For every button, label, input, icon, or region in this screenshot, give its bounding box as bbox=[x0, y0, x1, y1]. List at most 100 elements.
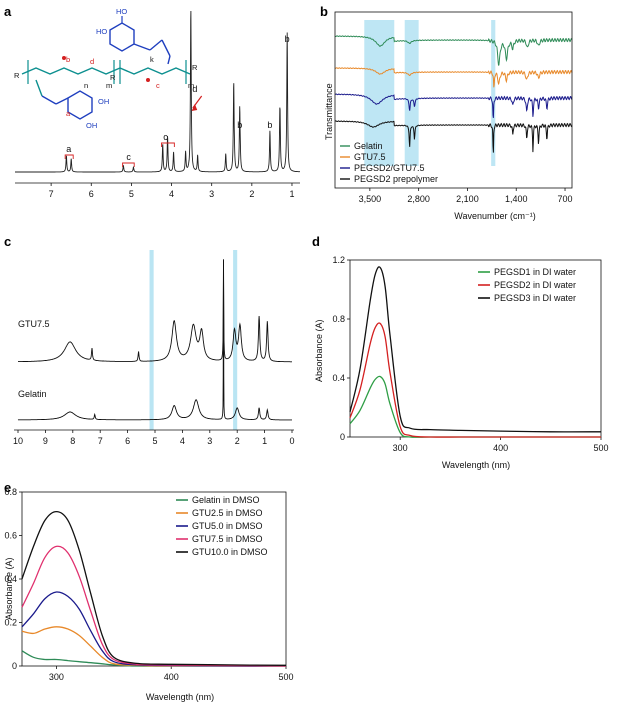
nmr-spectrum-a bbox=[15, 10, 300, 173]
x-tick-label-a: 3 bbox=[209, 189, 214, 199]
x-tick-label-b: 1,400 bbox=[505, 194, 528, 204]
svg-text:OH: OH bbox=[98, 97, 109, 106]
x-tick-label-c: 4 bbox=[180, 436, 185, 446]
x-tick-label-c: 0 bbox=[289, 436, 294, 446]
x-tick-label-a: 4 bbox=[169, 189, 174, 199]
frame bbox=[21, 491, 287, 667]
x-tick-label-a: 1 bbox=[289, 189, 294, 199]
peak-bracket bbox=[64, 154, 74, 159]
peak-bracket bbox=[161, 142, 175, 147]
highlight-band bbox=[233, 250, 238, 430]
y-tick-label: 0.8 bbox=[332, 314, 345, 324]
panel-e-ylabel: Absorbance (A) bbox=[4, 557, 14, 620]
ftir-series-3 bbox=[334, 120, 573, 153]
peak-label: a bbox=[66, 144, 71, 154]
panel-b: b Transmittance Wavenumber (cm⁻¹) 3,500 2… bbox=[320, 4, 573, 221]
peak-label: b bbox=[267, 120, 272, 130]
legend-label: PEGSD3 in DI water bbox=[494, 293, 576, 303]
y-tick-label: 0 bbox=[340, 432, 345, 442]
svg-text:k: k bbox=[150, 55, 154, 64]
panel-b-xlabel: Wavenumber (cm⁻¹) bbox=[454, 211, 535, 221]
peak-label: b bbox=[285, 34, 290, 44]
svg-text:n: n bbox=[84, 81, 88, 90]
panel-e-label: e bbox=[4, 480, 11, 495]
y-tick-label: 0.2 bbox=[4, 618, 17, 628]
x-tick-label: 400 bbox=[493, 443, 508, 453]
panel-e-xlabel: Wavelength (nm) bbox=[146, 692, 214, 702]
peak-arrowhead-d bbox=[191, 104, 198, 111]
legend-label-b: GTU7.5 bbox=[354, 152, 386, 162]
series-line-4 bbox=[21, 510, 287, 666]
series-line-2 bbox=[21, 591, 287, 667]
x-tick-label-a: 7 bbox=[49, 189, 54, 199]
legend-label-b: PEGSD2/GTU7.5 bbox=[354, 163, 425, 173]
legend-label: GTU10.0 in DMSO bbox=[192, 547, 268, 557]
y-tick-label: 0.8 bbox=[4, 487, 17, 497]
legend-label-b: Gelatin bbox=[354, 141, 383, 151]
y-tick-label: 0.4 bbox=[332, 373, 345, 383]
x-tick-label-c: 10 bbox=[13, 436, 23, 446]
svg-text:b: b bbox=[66, 55, 70, 64]
legend-label: GTU2.5 in DMSO bbox=[192, 508, 263, 518]
highlight-band bbox=[149, 250, 154, 430]
svg-text:a: a bbox=[66, 109, 71, 118]
peak-bracket bbox=[122, 162, 135, 167]
legend-label: PEGSD2 in DI water bbox=[494, 280, 576, 290]
svg-text:R: R bbox=[192, 63, 198, 72]
ftir-plot-b: 3,500 2,800 2,100 1,400 700GelatinGTU7.5PEGS… bbox=[334, 11, 573, 204]
panel-c-label: c bbox=[4, 234, 11, 249]
y-tick-label: 0.4 bbox=[4, 574, 17, 584]
ftir-series-0 bbox=[334, 35, 573, 66]
x-tick-label-a: 6 bbox=[89, 189, 94, 199]
panel-e: e Absorbance (A) Wavelength (nm) 0 0.2 0.4… bbox=[4, 480, 294, 702]
x-tick-label-c: 3 bbox=[207, 436, 212, 446]
svg-text:R: R bbox=[110, 73, 116, 82]
x-tick-label: 300 bbox=[393, 443, 408, 453]
trace-label-gtu75: GTU7.5 bbox=[18, 319, 50, 329]
legend-label: GTU5.0 in DMSO bbox=[192, 521, 263, 531]
highlight-band bbox=[491, 20, 496, 166]
series-line-2 bbox=[349, 266, 602, 433]
peak-label: c bbox=[126, 152, 131, 162]
series-line-0 bbox=[349, 375, 601, 438]
chemical-structure: HO HO R R R m m n k b d c OH OH a bbox=[14, 7, 198, 130]
series-line-3 bbox=[21, 545, 287, 667]
nmr-series-c-1 bbox=[17, 259, 292, 421]
svg-text:c: c bbox=[156, 81, 160, 90]
x-tick-label-b: 2,100 bbox=[456, 194, 479, 204]
svg-text:d: d bbox=[90, 57, 94, 66]
ftir-series-1 bbox=[334, 67, 573, 88]
peak-label: b bbox=[237, 120, 242, 130]
x-tick-label: 400 bbox=[164, 672, 179, 682]
uv-plot-e: 0 0.2 0.4 0.6 0.8 300 400 500 Gelatin in DMSO GTU… bbox=[4, 487, 293, 682]
panel-d: d Absorbance (A) Wavelength (nm) 0 0.4 0.8… bbox=[312, 234, 609, 470]
svg-text:OH: OH bbox=[86, 121, 97, 130]
panel-b-ylabel: Transmittance bbox=[324, 83, 334, 140]
panel-d-label: d bbox=[312, 234, 320, 249]
trace-label-gelatin: Gelatin bbox=[18, 389, 47, 399]
panel-c: c GTU7.5 Gelatin 10 9 8 7 6 5 4 3 2 1 0 bbox=[4, 234, 295, 446]
x-tick-label-c: 8 bbox=[70, 436, 75, 446]
svg-text:HO: HO bbox=[96, 27, 107, 36]
ftir-series-2 bbox=[334, 93, 573, 118]
x-tick-label-b: 2,800 bbox=[407, 194, 430, 204]
frame-b bbox=[334, 11, 573, 189]
uv-plot-d: 0 0.4 0.8 1.2 300 400 500 PEGSD1 in DI water PEG… bbox=[332, 255, 608, 453]
svg-text:HO: HO bbox=[116, 7, 127, 16]
panel-d-ylabel: Absorbance (A) bbox=[314, 319, 324, 382]
x-tick-label-c: 9 bbox=[43, 436, 48, 446]
legend-label: PEGSD1 in DI water bbox=[494, 267, 576, 277]
legend-label: GTU7.5 in DMSO bbox=[192, 534, 263, 544]
nmr-plot-a: 7 6 5 4 3 2 1 a c c d b b b bbox=[15, 10, 300, 199]
x-tick-label-c: 1 bbox=[262, 436, 267, 446]
x-tick-label: 300 bbox=[49, 672, 64, 682]
x-tick-label-a: 2 bbox=[249, 189, 254, 199]
series-line-1 bbox=[349, 322, 601, 438]
panel-a: a HO HO R R R m m n k b d c OH OH bbox=[4, 4, 300, 199]
x-tick-label: 500 bbox=[593, 443, 608, 453]
panel-b-label: b bbox=[320, 4, 328, 19]
nmr-series-c-0 bbox=[18, 260, 292, 363]
peak-label: d bbox=[192, 84, 197, 94]
x-tick-label-c: 7 bbox=[98, 436, 103, 446]
x-tick-label: 500 bbox=[278, 672, 293, 682]
